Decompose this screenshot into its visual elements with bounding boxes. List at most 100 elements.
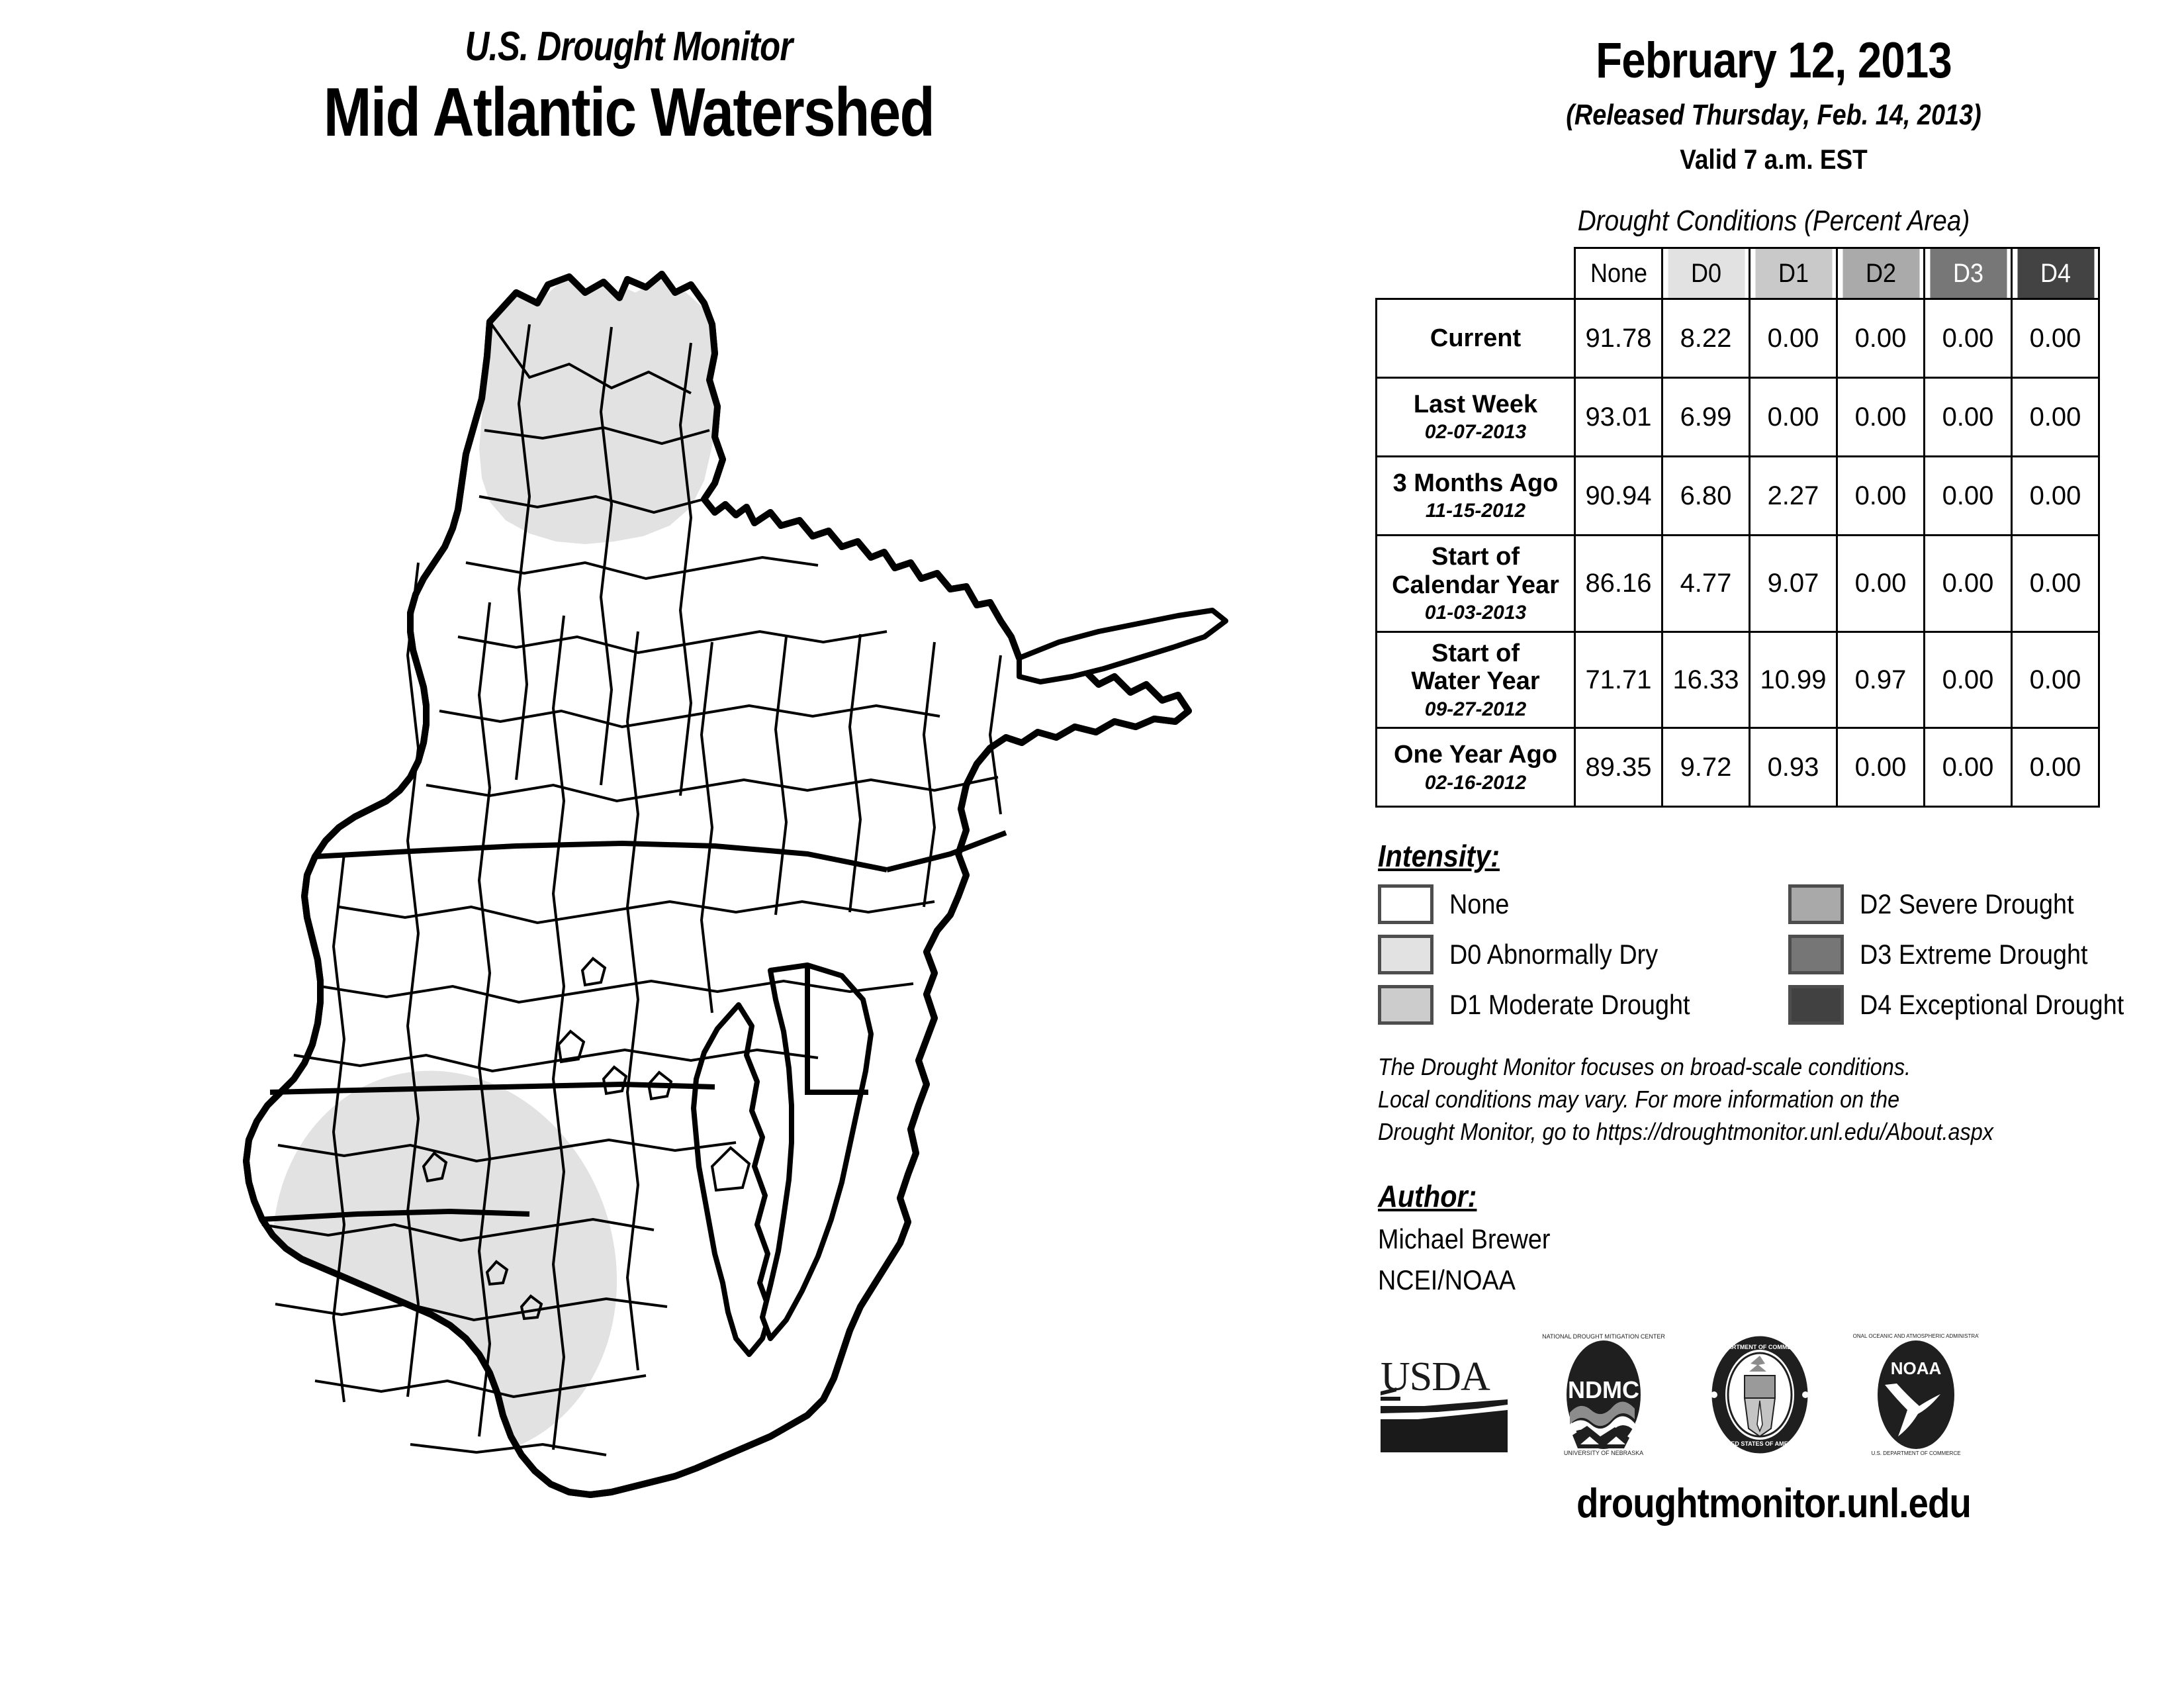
- author-name: Michael Brewer: [1378, 1223, 1551, 1255]
- svg-text:NOAA: NOAA: [1891, 1358, 1942, 1378]
- drought-conditions-table: None D0 D1 D2 D3 D4 Current 91.78 8.22 0.00…: [1375, 247, 2100, 808]
- column-header-d1: D1: [1752, 247, 1834, 300]
- map-svg: [243, 271, 1228, 1498]
- disclaimer-line-2: Local conditions may vary. For more info…: [1378, 1085, 1900, 1113]
- cell-d0-5: 9.72: [1661, 727, 1751, 808]
- table-row: Current 91.78 8.22 0.00 0.00 0.00 0.00: [1375, 298, 2100, 379]
- author-organization: NCEI/NOAA: [1378, 1264, 1516, 1296]
- cell-d4-0: 0.00: [2011, 298, 2100, 379]
- column-header-d4: D4: [2015, 247, 2096, 300]
- legend-item-d1: D1 Moderate Drought: [1378, 985, 1788, 1025]
- row-label-5: One Year Ago 02-16-2012: [1375, 727, 1576, 808]
- long-island: [1017, 608, 1228, 684]
- mid-atlantic-watershed-map[interactable]: [93, 165, 1284, 1556]
- row-label-main: Start of Water Year: [1411, 639, 1540, 696]
- cell-d4-5: 0.00: [2011, 727, 2100, 808]
- row-label-2: 3 Months Ago 11-15-2012: [1375, 455, 1576, 536]
- cell-d3-1: 0.00: [1923, 377, 2013, 457]
- cell-d2-5: 0.00: [1836, 727, 1925, 808]
- site-url[interactable]: droughtmonitor.unl.edu: [1576, 1481, 1972, 1527]
- legend-item-d3: D3 Extreme Drought: [1788, 935, 2119, 975]
- cell-d3-4: 0.00: [1923, 630, 2013, 729]
- county-boundaries: [261, 320, 1002, 1456]
- table-caption: Drought Conditions (Percent Area): [1577, 205, 1970, 237]
- row-label-1: Last Week 02-07-2013: [1375, 377, 1576, 457]
- cell-d2-4: 0.97: [1836, 630, 1925, 729]
- state-boundaries: [261, 830, 1007, 1222]
- swatch-d3-icon: [1788, 935, 1844, 975]
- disclaimer-line-1: The Drought Monitor focuses on broad-sca…: [1378, 1053, 1911, 1081]
- row-label-3: Start of Calendar Year 01-03-2013: [1375, 534, 1576, 633]
- column-header-d0: D0: [1665, 247, 1747, 300]
- table-header-row: None D0 D1 D2 D3 D4: [1377, 247, 2099, 300]
- swatch-d2-icon: [1788, 884, 1844, 925]
- cell-d1-4: 10.99: [1749, 630, 1838, 729]
- swatch-none-icon: [1378, 884, 1433, 925]
- svg-text:UNIVERSITY OF NEBRASKA: UNIVERSITY OF NEBRASKA: [1564, 1450, 1643, 1456]
- chesapeake-bay: [691, 1002, 773, 1357]
- row-label-4: Start of Water Year 09-27-2012: [1375, 630, 1576, 729]
- svg-text:NDMC: NDMC: [1568, 1376, 1639, 1403]
- row-label-date: 01-03-2013: [1424, 602, 1527, 624]
- row-label-main: One Year Ago: [1393, 741, 1558, 769]
- cell-d2-2: 0.00: [1836, 455, 1925, 536]
- svg-text:UNITED STATES OF AMERICA: UNITED STATES OF AMERICA: [1717, 1440, 1803, 1447]
- row-label-date: 02-07-2013: [1424, 421, 1527, 444]
- svg-text:NATIONAL OCEANIC AND ATMOSPHER: NATIONAL OCEANIC AND ATMOSPHERIC ADMINIS…: [1853, 1333, 1979, 1339]
- cell-d1-1: 0.00: [1749, 377, 1838, 457]
- watershed-outline-top: [243, 271, 1192, 1498]
- row-label-main: 3 Months Ago: [1392, 469, 1559, 497]
- noaa-logo: NOAA NATIONAL OCEANIC AND ATMOSPHERIC AD…: [1853, 1333, 1979, 1456]
- cell-d2-1: 0.00: [1836, 377, 1925, 457]
- cell-d4-1: 0.00: [2011, 377, 2100, 457]
- legend-label-d4: D4 Exceptional Drought: [1860, 989, 2124, 1021]
- cell-d0-3: 4.77: [1661, 534, 1751, 633]
- cell-d0-1: 6.99: [1661, 377, 1751, 457]
- watershed-outline: [243, 271, 1192, 1498]
- column-header-none: None: [1578, 247, 1659, 300]
- cell-d2-3: 0.00: [1836, 534, 1925, 633]
- cell-d4-2: 0.00: [2011, 455, 2100, 536]
- report-date: February 12, 2013: [1596, 32, 1952, 89]
- legend-item-none: None: [1378, 884, 1788, 925]
- column-header-d3: D3: [1927, 247, 2009, 300]
- svg-text:NATIONAL DROUGHT MITIGATION CE: NATIONAL DROUGHT MITIGATION CENTER: [1542, 1333, 1665, 1340]
- program-title: U.S. Drought Monitor: [465, 24, 794, 70]
- intensity-legend: None D2 Severe Drought D0 Abnormally Dry…: [1378, 884, 2124, 1025]
- legend-label-d0: D0 Abnormally Dry: [1449, 939, 1659, 970]
- cell-d3-2: 0.00: [1923, 455, 2013, 536]
- row-label-0: Current: [1375, 298, 1576, 379]
- cell-none-2: 90.94: [1574, 455, 1663, 536]
- disclaimer-text: The Drought Monitor focuses on broad-sca…: [1378, 1051, 2111, 1148]
- legend-label-d2: D2 Severe Drought: [1860, 888, 2074, 920]
- row-label-date: 11-15-2012: [1425, 500, 1526, 522]
- legend-item-d0: D0 Abnormally Dry: [1378, 935, 1788, 975]
- valid-time: Valid 7 a.m. EST: [1680, 144, 1868, 175]
- ndmc-logo: NDMC NATIONAL DROUGHT MITIGATION CENTER …: [1542, 1333, 1665, 1456]
- svg-text:USDA: USDA: [1381, 1354, 1490, 1399]
- swatch-d0-icon: [1378, 935, 1433, 975]
- cell-none-1: 93.01: [1574, 377, 1663, 457]
- table-row: One Year Ago 02-16-2012 89.35 9.72 0.93 0.00 0…: [1375, 727, 2100, 808]
- right-panel: February 12, 2013 (Released Thursday, Fe…: [1363, 0, 2184, 1688]
- legend-item-d2: D2 Severe Drought: [1788, 884, 2119, 925]
- cell-d0-0: 8.22: [1661, 298, 1751, 379]
- disclaimer-line-3: Drought Monitor, go to https://droughtmo…: [1378, 1117, 1993, 1145]
- table-row: 3 Months Ago 11-15-2012 90.94 6.80 2.27 0.00 0…: [1375, 455, 2100, 536]
- cell-d3-5: 0.00: [1923, 727, 2013, 808]
- usda-logo: USDA: [1381, 1354, 1508, 1453]
- row-label-main: Last Week: [1413, 390, 1538, 418]
- cell-d3-3: 0.00: [1923, 534, 2013, 633]
- table-corner-cell: [1387, 248, 1565, 299]
- title-block: U.S. Drought Monitor Mid Atlantic Waters…: [0, 26, 1257, 149]
- row-label-main: Current: [1430, 324, 1522, 352]
- legend-label-d3: D3 Extreme Drought: [1860, 939, 2088, 970]
- legend-item-d4: D4 Exceptional Drought: [1788, 985, 2124, 1025]
- cell-none-3: 86.16: [1574, 534, 1663, 633]
- cell-d1-0: 0.00: [1749, 298, 1838, 379]
- swatch-d4-icon: [1788, 985, 1844, 1025]
- svg-text:DEPARTMENT OF COMMERCE: DEPARTMENT OF COMMERCE: [1716, 1344, 1804, 1350]
- table-row: Start of Calendar Year 01-03-2013 86.16 4.77…: [1375, 534, 2100, 633]
- row-label-main: Start of Calendar Year: [1392, 543, 1559, 599]
- cell-d0-4: 16.33: [1661, 630, 1751, 729]
